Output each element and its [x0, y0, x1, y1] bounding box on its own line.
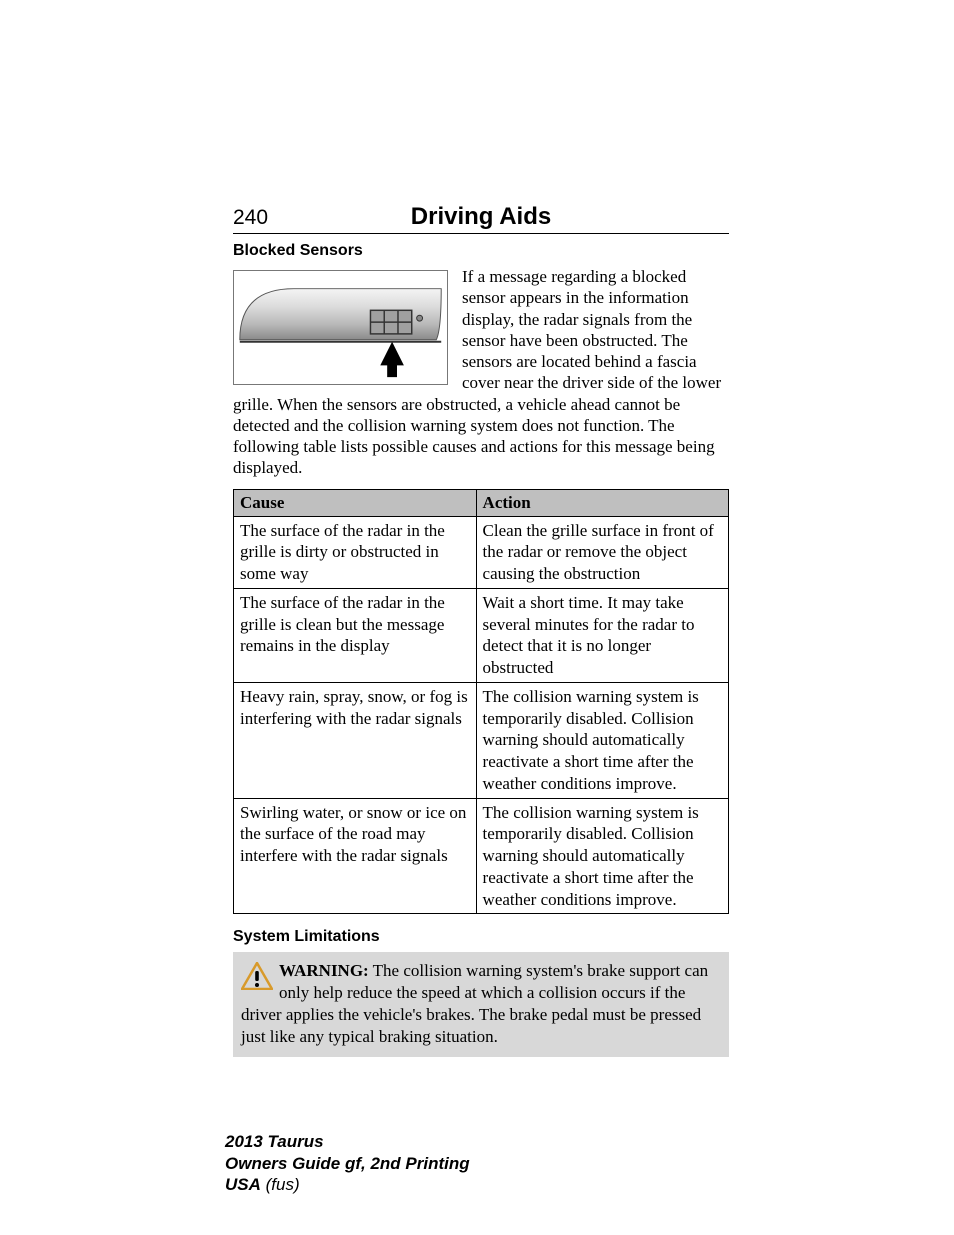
footer-line-model: 2013 Taurus — [225, 1131, 470, 1152]
table-row: The surface of the radar in the grille i… — [234, 516, 729, 588]
table-row: Swirling water, or snow or ice on the su… — [234, 798, 729, 914]
table-row: Heavy rain, spray, snow, or fog is inter… — [234, 682, 729, 798]
cell-action: The collision warning system is temporar… — [476, 682, 728, 798]
page-footer: 2013 Taurus Owners Guide gf, 2nd Printin… — [225, 1131, 470, 1195]
warning-text: WARNING: The collision warning system's … — [241, 960, 721, 1047]
sensor-diagram-icon — [233, 270, 448, 385]
section-heading-system-limitations: System Limitations — [233, 928, 729, 946]
footer-region-code: USA — [225, 1175, 261, 1194]
footer-region-suffix: (fus) — [261, 1175, 300, 1194]
chapter-title: Driving Aids — [233, 203, 729, 231]
col-header-cause: Cause — [234, 489, 477, 516]
table-header-row: Cause Action — [234, 489, 729, 516]
sensor-location-figure — [233, 270, 448, 385]
cell-action: Clean the grille surface in front of the… — [476, 516, 728, 588]
section-heading-blocked-sensors: Blocked Sensors — [233, 242, 729, 260]
table-row: The surface of the radar in the grille i… — [234, 588, 729, 682]
warning-box: WARNING: The collision warning system's … — [233, 952, 729, 1057]
warning-label: WARNING: — [279, 961, 369, 980]
cell-cause: The surface of the radar in the grille i… — [234, 588, 477, 682]
cell-cause: Swirling water, or snow or ice on the su… — [234, 798, 477, 914]
cell-action: Wait a short time. It may take several m… — [476, 588, 728, 682]
warning-triangle-icon — [241, 962, 273, 990]
page-header: 240 Driving Aids — [233, 203, 729, 234]
cause-action-table: Cause Action The surface of the radar in… — [233, 489, 729, 915]
cell-cause: Heavy rain, spray, snow, or fog is inter… — [234, 682, 477, 798]
blocked-sensors-intro: If a message regarding a blocked sensor … — [233, 266, 729, 479]
footer-line-region: USA (fus) — [225, 1174, 470, 1195]
col-header-action: Action — [476, 489, 728, 516]
cell-action: The collision warning system is temporar… — [476, 798, 728, 914]
manual-page: 240 Driving Aids Blocked Sensors — [0, 0, 954, 1235]
footer-line-guide: Owners Guide gf, 2nd Printing — [225, 1153, 470, 1174]
cell-cause: The surface of the radar in the grille i… — [234, 516, 477, 588]
